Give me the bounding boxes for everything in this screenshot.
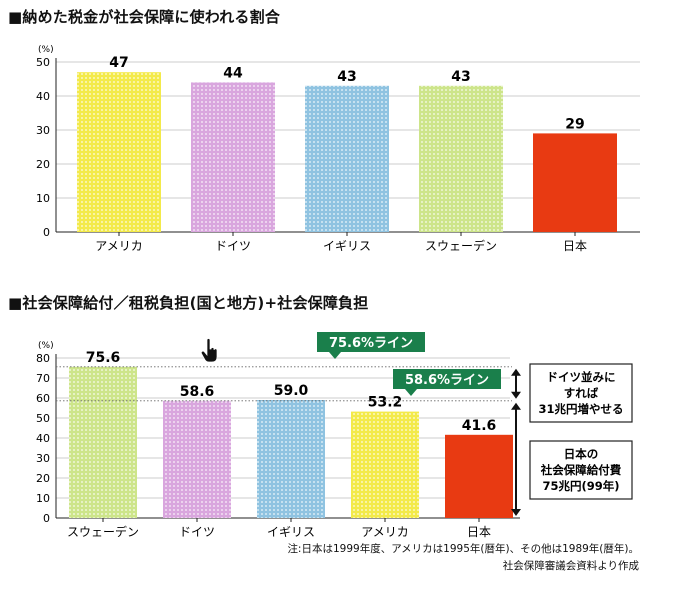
chart1-y-tick-label: 20 <box>36 158 50 171</box>
chart1-x-tick-label: イギリス <box>323 239 371 253</box>
annotation-text: 日本の <box>564 447 599 461</box>
reference-label: 75.6%ライン <box>329 336 413 351</box>
chart2-x-tick-label: イギリス <box>267 525 315 539</box>
chart1-y-tick-label: 30 <box>36 124 50 137</box>
chart1-title: ■納めた税金が社会保障に使われる割合 <box>8 8 281 26</box>
chart2-data-label: 75.6 <box>86 350 121 366</box>
annotation-text: 31兆円増やせる <box>538 402 623 416</box>
chart2-x-tick-label: ドイツ <box>179 525 215 539</box>
chart2-bar-texture <box>69 366 137 518</box>
reference-label-pointer <box>405 389 417 396</box>
chart2-data-label: 41.6 <box>462 418 497 434</box>
chart2-bar-texture <box>163 400 231 518</box>
chart2-data-label: 58.6 <box>180 384 215 400</box>
reference-label-pointer <box>329 352 341 359</box>
chart1-plot: (%) 0 10 20 30 40 50 47 アメリカ 44 ドイツ 43 イギリス 43 スウェーデン 2… <box>36 45 640 253</box>
chart2-y-tick-label: 60 <box>36 392 50 405</box>
chart2-bar-texture <box>257 400 325 518</box>
chart1-data-label: 44 <box>223 65 243 81</box>
chart1-data-label: 43 <box>337 69 356 85</box>
chart2-y-tick-label: 10 <box>36 492 50 505</box>
chart2-x-tick-label: スウェーデン <box>67 524 139 539</box>
chart2-y-tick-label: 30 <box>36 452 50 465</box>
chart1-y-tick-label: 0 <box>43 226 50 239</box>
chart1-x-tick-label: ドイツ <box>215 239 251 253</box>
chart2-title: ■社会保障給付／租税負担(国と地方)+社会保障負担 <box>8 294 369 312</box>
reference-label-box <box>393 369 501 389</box>
chart2-x-tick-label: 日本 <box>467 525 491 539</box>
chart1-x-tick-label: スウェーデン <box>425 238 497 253</box>
chart2-bar <box>445 434 513 518</box>
reference-label-box <box>317 332 425 352</box>
chart2-y-tick-label: 70 <box>36 372 50 385</box>
chart2-y-tick-label: 50 <box>36 412 50 425</box>
chart1-bar-texture <box>305 85 389 232</box>
chart1-data-label: 47 <box>109 55 128 71</box>
hand-pointer-icon <box>200 338 218 363</box>
annotation-box <box>529 363 633 423</box>
annotation-text: ドイツ並みに <box>547 370 616 384</box>
chart1-bar-texture <box>419 85 503 232</box>
chart1-bar-texture <box>77 72 161 232</box>
chart1-bar <box>533 133 617 232</box>
chart2-x-tick-label: アメリカ <box>361 525 408 539</box>
chart2-y-tick-label: 80 <box>36 352 50 365</box>
chart1-bar-texture <box>191 82 275 233</box>
annotation-box <box>529 440 633 500</box>
annotation-text: 75兆円(99年) <box>542 479 619 493</box>
chart1-y-unit: (%) <box>38 45 54 55</box>
chart1-data-label: 43 <box>451 69 470 85</box>
chart2-plot: (%) 0 10 20 30 40 50 60 70 80 75.6 スウェーデン 58.6 ドイツ 59.… <box>36 332 633 539</box>
annotation-text: 社会保障給付費 <box>540 463 622 477</box>
range-arrowhead-up <box>511 368 521 376</box>
range-arrowhead-up <box>511 402 521 410</box>
source-note: 社会保障審議会資料より作成 <box>502 560 639 572</box>
chart1-y-tick-label: 10 <box>36 192 50 205</box>
chart1-x-tick-label: 日本 <box>563 239 587 253</box>
range-arrowhead-down <box>511 391 521 399</box>
chart2-y-tick-label: 0 <box>43 512 50 525</box>
chart2-data-label: 59.0 <box>274 383 309 399</box>
chart1-x-tick-label: アメリカ <box>95 239 142 253</box>
footnote: 注:日本は1999年度、アメリカは1995年(暦年)、その他は1989年(暦年)… <box>287 543 639 555</box>
chart2-y-tick-label: 40 <box>36 432 50 445</box>
chart2-bar-texture <box>351 411 419 518</box>
chart1-y-tick-label: 40 <box>36 90 50 103</box>
chart2-y-unit: (%) <box>38 341 54 351</box>
reference-label: 58.6%ライン <box>405 373 489 388</box>
range-arrowhead-down <box>511 509 521 516</box>
chart1-data-label: 29 <box>565 116 584 132</box>
chart1-y-tick-label: 50 <box>36 56 50 69</box>
annotation-text: すれば <box>564 386 599 400</box>
chart2-data-label: 53.2 <box>368 395 403 411</box>
chart2-y-tick-label: 20 <box>36 472 50 485</box>
